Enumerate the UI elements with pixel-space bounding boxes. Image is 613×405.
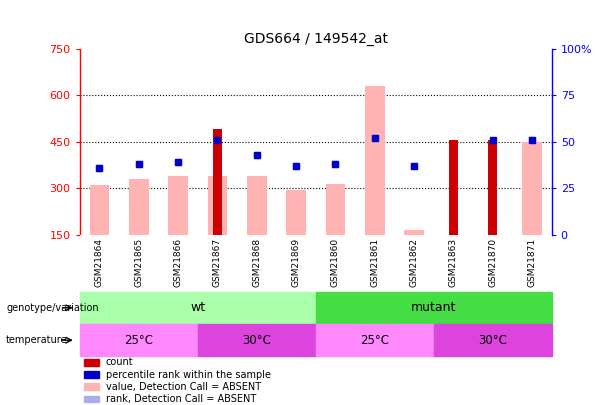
Text: GSM21863: GSM21863 [449, 238, 458, 287]
Bar [213, 129, 222, 235]
Text: GSM21869: GSM21869 [292, 238, 300, 287]
Text: GSM21864: GSM21864 [95, 238, 104, 287]
Text: mutant: mutant [411, 301, 457, 314]
Text: GSM21865: GSM21865 [134, 238, 143, 287]
Bar [80, 324, 197, 356]
Bar [326, 183, 345, 235]
Text: wt: wt [190, 301, 205, 314]
Bar [80, 292, 316, 324]
Text: rank, Detection Call = ABSENT: rank, Detection Call = ABSENT [105, 394, 256, 404]
Text: temperature: temperature [6, 335, 67, 345]
Bar [89, 185, 109, 235]
Text: GSM21861: GSM21861 [370, 238, 379, 287]
Text: GSM21866: GSM21866 [173, 238, 183, 287]
Bar [316, 324, 434, 356]
Text: GSM21867: GSM21867 [213, 238, 222, 287]
Bar [168, 176, 188, 235]
Text: GSM21862: GSM21862 [409, 238, 419, 287]
Text: 25°C: 25°C [360, 334, 389, 347]
Bar [404, 230, 424, 235]
Bar [85, 371, 99, 378]
Text: percentile rank within the sample: percentile rank within the sample [105, 370, 271, 379]
Text: GSM21868: GSM21868 [252, 238, 261, 287]
Bar [85, 396, 99, 402]
Text: GSM21860: GSM21860 [331, 238, 340, 287]
Bar [522, 142, 542, 235]
Text: 25°C: 25°C [124, 334, 153, 347]
Bar [286, 190, 306, 235]
Bar [316, 292, 552, 324]
Text: genotype/variation: genotype/variation [6, 303, 99, 313]
Bar [449, 140, 458, 235]
Bar [85, 359, 99, 366]
Text: value, Detection Call = ABSENT: value, Detection Call = ABSENT [105, 382, 261, 392]
Bar [247, 176, 267, 235]
Bar [85, 384, 99, 390]
Bar [208, 176, 227, 235]
Bar [489, 140, 497, 235]
Text: 30°C: 30°C [478, 334, 507, 347]
Text: 30°C: 30°C [242, 334, 271, 347]
Text: GSM21871: GSM21871 [528, 238, 536, 287]
Bar [365, 86, 384, 235]
Bar [197, 324, 316, 356]
Text: count: count [105, 358, 133, 367]
Text: GSM21870: GSM21870 [488, 238, 497, 287]
Bar [129, 179, 148, 235]
Title: GDS664 / 149542_at: GDS664 / 149542_at [244, 32, 387, 46]
Bar [434, 324, 552, 356]
